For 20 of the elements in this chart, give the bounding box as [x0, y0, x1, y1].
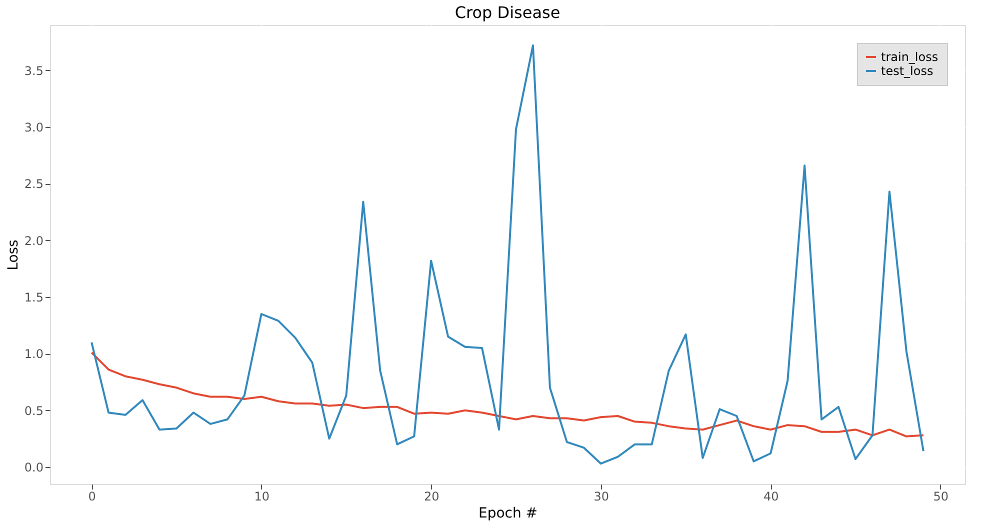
x-tick-label: 50	[933, 490, 949, 504]
legend-label: train_loss	[881, 50, 938, 64]
y-tick-label: 1.0	[24, 347, 44, 362]
x-tick-label: 0	[88, 490, 96, 504]
x-axis-title: Epoch #	[478, 506, 538, 522]
legend-label: test_loss	[881, 64, 934, 78]
line-series	[90, 352, 924, 438]
y-tick-label: 3.0	[24, 120, 44, 134]
x-tick-label: 30	[594, 490, 610, 504]
x-tick-label: 40	[763, 490, 779, 504]
y-tick-label: 1.5	[24, 290, 44, 304]
y-tick-label: 2.5	[24, 177, 44, 192]
x-tick-label: 20	[424, 490, 440, 504]
y-tick-label: 0.5	[24, 404, 44, 418]
y-tick-label: 3.5	[24, 64, 44, 78]
y-axis-title: Loss	[5, 240, 22, 270]
y-tick-label: 2.0	[24, 234, 44, 248]
y-tick-label: 0.0	[24, 460, 44, 474]
chart-title: Crop Disease	[454, 3, 560, 22]
x-tick-label: 10	[254, 490, 270, 504]
